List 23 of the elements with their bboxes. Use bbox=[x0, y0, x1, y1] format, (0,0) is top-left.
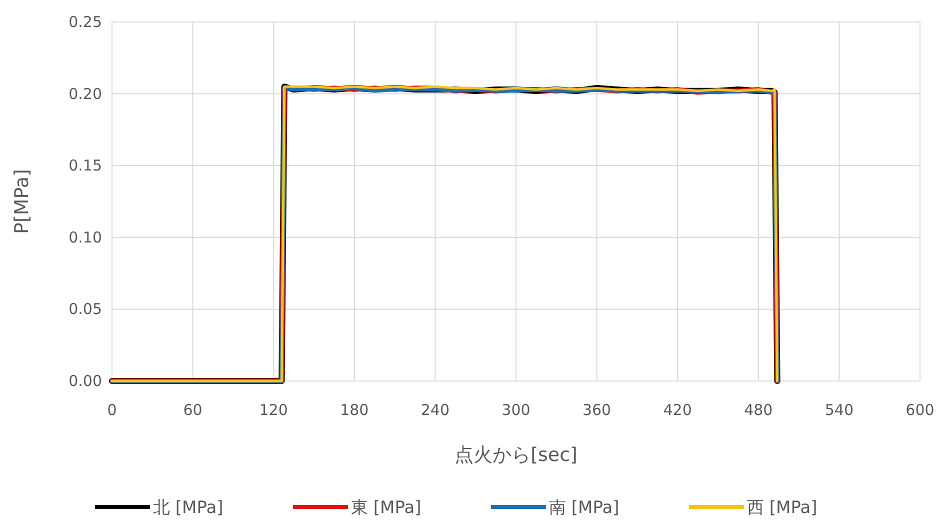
x-tick-label: 480 bbox=[744, 401, 773, 419]
x-tick-label: 120 bbox=[259, 401, 288, 419]
legend-label: 南 [MPa] bbox=[549, 498, 620, 518]
y-tick-label: 0.00 bbox=[68, 372, 102, 390]
x-tick-label: 0 bbox=[107, 401, 117, 419]
x-tick-label: 180 bbox=[340, 401, 369, 419]
y-tick-label: 0.10 bbox=[68, 228, 102, 246]
legend-label: 北 [MPa] bbox=[153, 498, 224, 518]
legend-label: 東 [MPa] bbox=[351, 498, 422, 518]
y-tick-label: 0.25 bbox=[68, 13, 102, 31]
x-tick-label: 60 bbox=[183, 401, 202, 419]
y-axis-title: P[MPa] bbox=[11, 169, 33, 234]
x-tick-label: 600 bbox=[906, 401, 934, 419]
x-tick-label: 540 bbox=[824, 401, 854, 419]
y-tick-label: 0.20 bbox=[68, 84, 102, 103]
x-tick-label: 240 bbox=[420, 401, 450, 419]
legend-label: 西 [MPa] bbox=[747, 498, 818, 518]
y-tick-label: 0.15 bbox=[68, 156, 102, 175]
x-tick-label: 360 bbox=[582, 401, 612, 419]
y-tick-label: 0.05 bbox=[68, 300, 102, 318]
x-tick-label: 420 bbox=[663, 401, 692, 419]
x-tick-label: 300 bbox=[502, 401, 530, 419]
x-axis-title: 点火から[sec] bbox=[454, 444, 578, 466]
